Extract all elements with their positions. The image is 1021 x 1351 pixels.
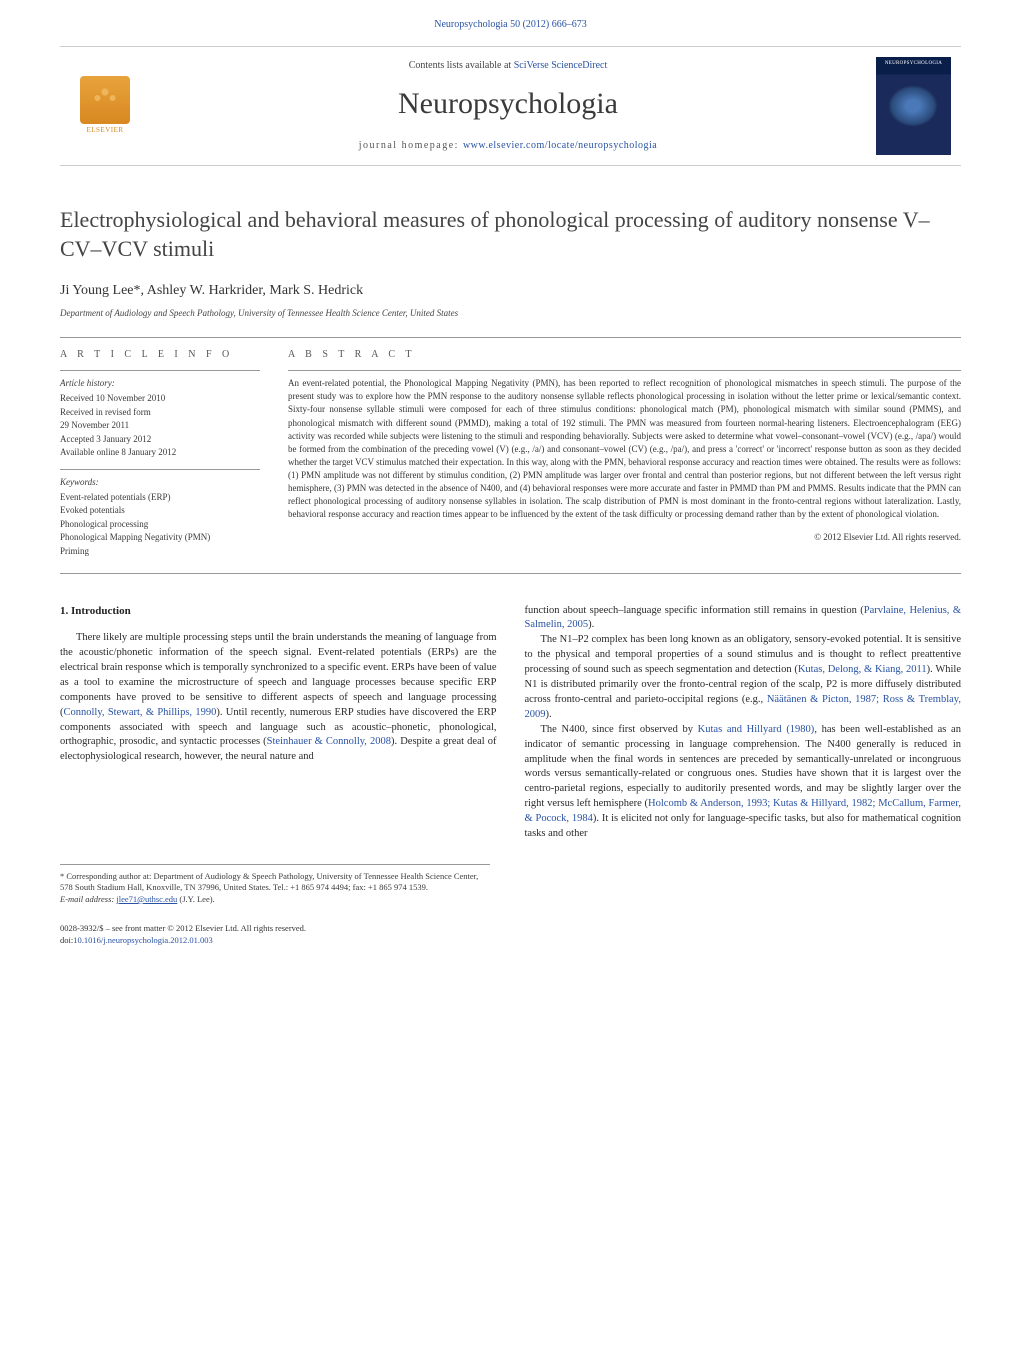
contents-line: Contents lists available at SciVerse Sci… — [150, 59, 866, 73]
cover-cell: NEUROPSYCHOLOGIA — [866, 57, 961, 155]
contents-prefix: Contents lists available at — [409, 60, 514, 71]
body-paragraph: The N1–P2 complex has been long known as… — [525, 633, 962, 722]
info-divider — [60, 370, 260, 371]
homepage-line: journal homepage: www.elsevier.com/locat… — [150, 139, 866, 153]
citation-link[interactable]: Steinhauer & Connolly, 2008 — [267, 736, 391, 747]
online-date: Available online 8 January 2012 — [60, 446, 260, 459]
corresponding-author-note: * Corresponding author at: Department of… — [60, 871, 490, 894]
email-line: E-mail address: jlee71@uthsc.edu (J.Y. L… — [60, 894, 490, 905]
abstract-divider — [288, 370, 961, 371]
running-head: Neuropsychologia 50 (2012) 666–673 — [0, 0, 1021, 46]
issn-line: 0028-3932/$ – see front matter © 2012 El… — [60, 923, 961, 935]
accepted-date: Accepted 3 January 2012 — [60, 433, 260, 446]
citation-link[interactable]: Connolly, Stewart, & Phillips, 1990 — [64, 707, 217, 718]
right-column: function about speech–language specific … — [525, 604, 962, 843]
body-text: function about speech–language specific … — [525, 605, 864, 616]
received-date: Received 10 November 2010 — [60, 392, 260, 405]
keywords-label: Keywords: — [60, 476, 260, 489]
affiliation: Department of Audiology and Speech Patho… — [60, 307, 961, 320]
homepage-link[interactable]: www.elsevier.com/locate/neuropsychologia — [463, 140, 657, 151]
keyword: Priming — [60, 545, 260, 558]
citation-link[interactable]: Kutas and Hillyard (1980) — [698, 724, 815, 735]
author-list: Ji Young Lee*, Ashley W. Harkrider, Mark… — [60, 281, 961, 301]
email-suffix: (J.Y. Lee). — [177, 894, 214, 904]
body-columns: 1. Introduction There likely are multipl… — [60, 604, 961, 843]
revised-date-line1: Received in revised form — [60, 406, 260, 419]
page-footer: 0028-3932/$ – see front matter © 2012 El… — [60, 923, 961, 947]
section-heading: 1. Introduction — [60, 604, 497, 620]
body-paragraph: The N400, since first observed by Kutas … — [525, 723, 962, 842]
abstract-copyright: © 2012 Elsevier Ltd. All rights reserved… — [288, 531, 961, 544]
journal-banner: ELSEVIER Contents lists available at Sci… — [60, 46, 961, 166]
banner-center: Contents lists available at SciVerse Sci… — [150, 59, 866, 153]
divider — [60, 337, 961, 338]
keyword: Phonological processing — [60, 518, 260, 531]
cover-brain-icon — [888, 85, 938, 127]
body-text: , has been well-established as an indica… — [525, 724, 962, 810]
homepage-prefix: journal homepage: — [359, 140, 463, 151]
keyword: Phonological Mapping Negativity (PMN) — [60, 531, 260, 544]
info-heading: a r t i c l e i n f o — [60, 348, 260, 362]
abstract-heading: a b s t r a c t — [288, 348, 961, 362]
body-paragraph: There likely are multiple processing ste… — [60, 631, 497, 765]
email-label: E-mail address: — [60, 894, 116, 904]
doi-label: doi: — [60, 935, 73, 945]
section-title: Introduction — [71, 605, 131, 617]
publisher-logo-cell: ELSEVIER — [60, 76, 150, 136]
abstract-text: An event-related potential, the Phonolog… — [288, 377, 961, 521]
email-link[interactable]: jlee71@uthsc.edu — [116, 894, 177, 904]
journal-name: Neuropsychologia — [150, 83, 866, 125]
body-text: There likely are multiple processing ste… — [60, 632, 497, 718]
section-number: 1. — [60, 605, 68, 617]
footnote-block: * Corresponding author at: Department of… — [60, 864, 490, 905]
body-paragraph: function about speech–language specific … — [525, 604, 962, 634]
history-label: Article history: — [60, 377, 260, 390]
doi-link[interactable]: 10.1016/j.neuropsychologia.2012.01.003 — [73, 935, 213, 945]
journal-cover-thumb: NEUROPSYCHOLOGIA — [876, 57, 951, 155]
divider — [60, 573, 961, 574]
citation-link[interactable]: Kutas, Delong, & Kiang, 2011 — [798, 664, 927, 675]
sciencedirect-link[interactable]: SciVerse ScienceDirect — [514, 60, 608, 71]
doi-line: doi:10.1016/j.neuropsychologia.2012.01.0… — [60, 935, 961, 947]
article-title: Electrophysiological and behavioral meas… — [60, 206, 961, 263]
article-header: Electrophysiological and behavioral meas… — [60, 206, 961, 574]
abstract-column: a b s t r a c t An event-related potenti… — [288, 348, 961, 558]
revised-date-line2: 29 November 2011 — [60, 419, 260, 432]
body-text: ). — [546, 709, 552, 720]
left-column: 1. Introduction There likely are multipl… — [60, 604, 497, 843]
keyword: Evoked potentials — [60, 504, 260, 517]
keyword: Event-related potentials (ERP) — [60, 491, 260, 504]
elsevier-tree-icon — [80, 76, 130, 124]
body-text: ). — [588, 619, 594, 630]
elsevier-logo: ELSEVIER — [78, 76, 133, 136]
info-divider — [60, 469, 260, 470]
cover-label: NEUROPSYCHOLOGIA — [876, 60, 951, 67]
info-abstract-row: a r t i c l e i n f o Article history: R… — [60, 348, 961, 558]
publisher-name: ELSEVIER — [86, 126, 123, 136]
article-info-column: a r t i c l e i n f o Article history: R… — [60, 348, 260, 558]
body-text: The N400, since first observed by — [541, 724, 698, 735]
